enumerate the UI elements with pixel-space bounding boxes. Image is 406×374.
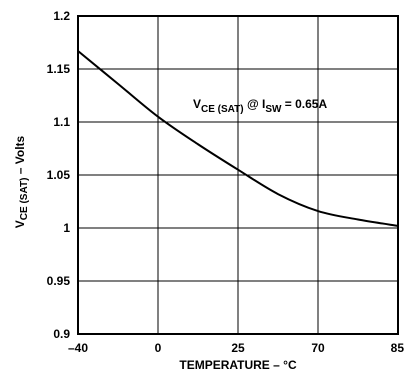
annotation-sub2: SW xyxy=(265,104,282,115)
x-tick-labels: –40 0 25 70 85 xyxy=(68,341,404,355)
y-axis-label-suffix: – Volts xyxy=(13,135,27,177)
series-line xyxy=(77,50,399,227)
annotation-sub1: CE (SAT) xyxy=(201,104,244,115)
y-axis-label-sub: CE (SAT) xyxy=(19,178,30,221)
annotation-part3: = 0.65A xyxy=(281,97,327,111)
y-tick-label: 1.2 xyxy=(53,9,70,23)
x-tick-label: 70 xyxy=(311,341,325,355)
plot-frame xyxy=(77,15,399,335)
y-axis-label-main: V xyxy=(13,220,27,228)
y-axis-label: VCE (SAT) – Volts xyxy=(13,135,30,228)
y-tick-labels: 0.9 0.95 1 1.05 1.1 1.15 1.2 xyxy=(47,9,71,341)
grid-lines xyxy=(78,16,398,334)
annotation-part2: @ I xyxy=(244,97,266,111)
y-tick-label: 1.1 xyxy=(53,115,70,129)
y-tick-label: 1.05 xyxy=(47,168,71,182)
x-tick-label: 0 xyxy=(155,341,162,355)
annotation: VCE (SAT) @ ISW = 0.65A xyxy=(193,97,327,115)
x-tick-label: 85 xyxy=(391,341,405,355)
x-axis-label: TEMPERATURE – °C xyxy=(179,358,297,372)
y-tick-label: 0.9 xyxy=(53,327,70,341)
y-tick-label: 0.95 xyxy=(47,274,71,288)
y-tick-label: 1.15 xyxy=(47,62,71,76)
x-tick-label: 25 xyxy=(231,341,245,355)
x-tick-label: –40 xyxy=(68,341,88,355)
annotation-part1: V xyxy=(193,97,201,111)
y-tick-label: 1 xyxy=(63,221,70,235)
